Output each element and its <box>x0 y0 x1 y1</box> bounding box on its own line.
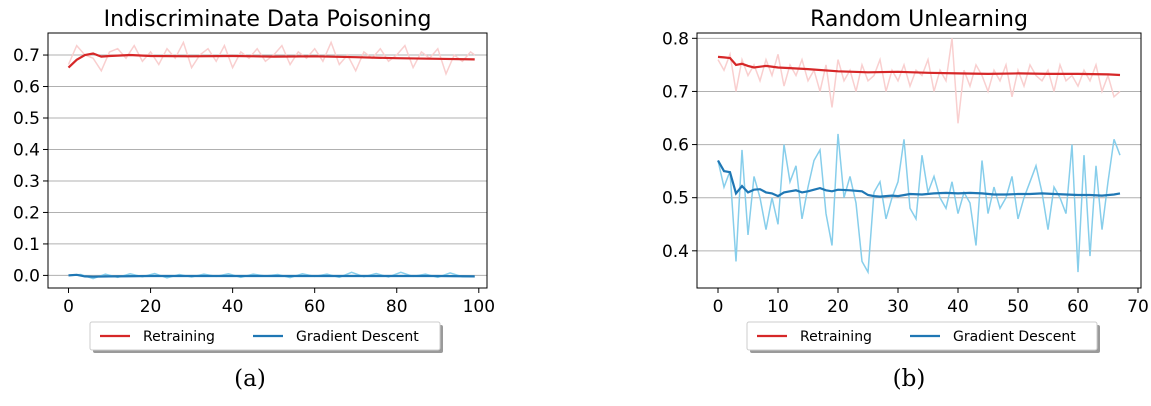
series-gradient-descent-line <box>68 273 475 278</box>
series-retraining-line <box>717 55 1121 77</box>
series-retraining-line <box>67 52 475 69</box>
x-tick-label: 20 <box>140 297 162 317</box>
x-tick-label: 60 <box>304 297 326 317</box>
x-tick-label: 0 <box>63 297 74 317</box>
series-gradient-descent-line <box>717 159 1121 198</box>
x-tick-label: 60 <box>1067 297 1089 317</box>
chart-indiscriminate-data-poisoning: Indiscriminate Data Poisoning 0.0 0.1 0.2 0.… <box>13 7 495 353</box>
y-tick-label: 0.0 <box>13 266 40 286</box>
y-tick-label: 0.5 <box>13 109 40 129</box>
y-tick-label: 0.3 <box>13 172 40 192</box>
panel-a: Indiscriminate Data Poisoning 0.0 0.1 0.2 0.… <box>0 0 575 406</box>
legend-label-retraining: Retraining <box>143 329 215 345</box>
panel-b: Random Unlearning 0.4 0.5 0.6 0.7 0.8 0 10 20 30 4… <box>576 0 1151 406</box>
y-tick-label: 0.8 <box>662 29 689 49</box>
series-retraining-raw-line <box>67 40 476 77</box>
x-tick-label: 40 <box>222 297 244 317</box>
y-tick-label: 0.5 <box>662 189 689 209</box>
x-tick-label: 50 <box>1007 297 1029 317</box>
x-tick-label: 30 <box>887 297 909 317</box>
y-tick-label: 0.4 <box>662 242 689 262</box>
y-tick-label: 0.2 <box>13 203 40 223</box>
legend-label-retraining: Retraining <box>800 329 872 345</box>
x-tick-label: 0 <box>713 297 724 317</box>
x-tick-label: 100 <box>463 297 495 317</box>
y-tick-label: 0.6 <box>13 78 40 98</box>
x-tick-label: 20 <box>827 297 849 317</box>
y-tick-label: 0.6 <box>662 136 689 156</box>
x-tick-label: 70 <box>1127 297 1149 317</box>
chart-title: Random Unlearning <box>810 7 1028 32</box>
y-tick-label: 0.4 <box>13 140 40 160</box>
series-gradient-descent-raw-line <box>717 133 1121 275</box>
legend-label-gradient-descent: Gradient Descent <box>296 329 419 345</box>
legend-label-gradient-descent: Gradient Descent <box>953 329 1076 345</box>
plot-frame <box>47 32 488 289</box>
x-tick-label: 80 <box>386 297 408 317</box>
plot-frame <box>696 32 1142 289</box>
caption-a: (a) <box>234 366 266 392</box>
y-tick-label: 0.7 <box>13 46 40 66</box>
caption-b: (b) <box>892 366 926 392</box>
chart-title: Indiscriminate Data Poisoning <box>104 7 432 32</box>
y-tick-label: 0.1 <box>13 235 40 255</box>
series-retraining-raw-line <box>717 38 1121 124</box>
y-tick-label: 0.7 <box>662 82 689 102</box>
x-tick-label: 40 <box>947 297 969 317</box>
chart-random-unlearning: Random Unlearning 0.4 0.5 0.6 0.7 0.8 0 10 20 30 4… <box>662 7 1149 353</box>
x-tick-label: 10 <box>767 297 789 317</box>
